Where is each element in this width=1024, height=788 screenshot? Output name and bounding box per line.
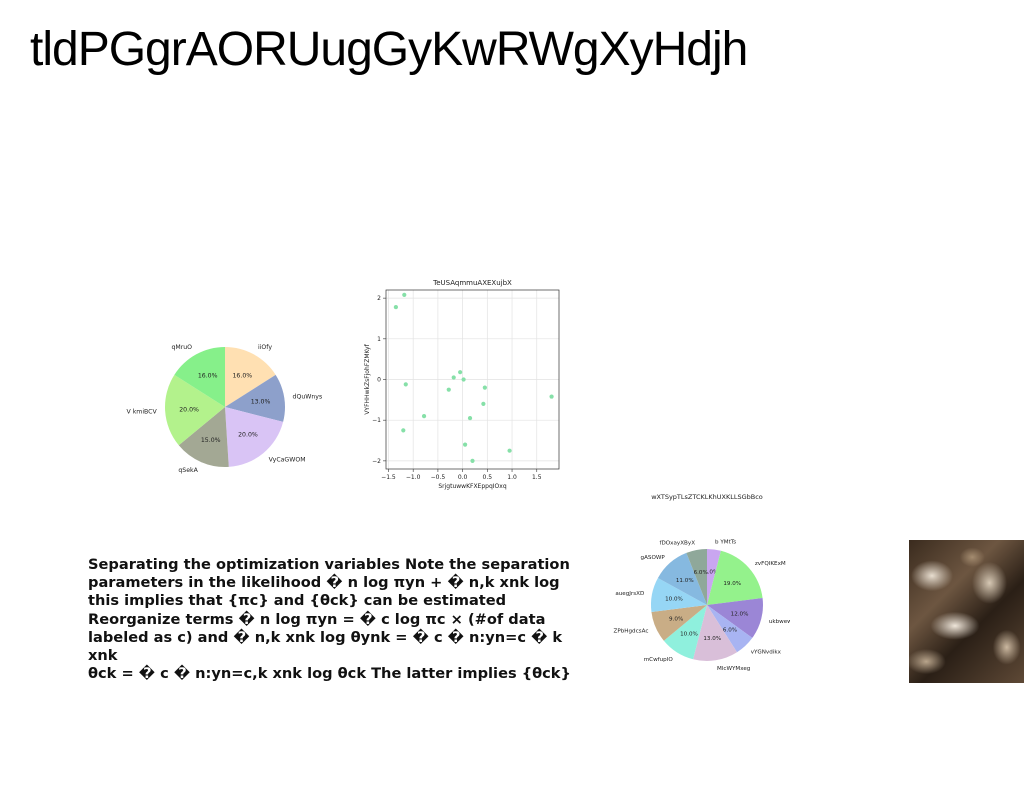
slice-label: ukbwewS (769, 619, 790, 625)
pie-chart-left: 16.0% iiOfy 13.0% dQuWnys 20.0% VyCaGWOM 15.0%… (120, 300, 335, 510)
slice-percent-label: 10.0% (680, 631, 698, 637)
pie-slice (707, 605, 753, 653)
scatter-point (401, 428, 406, 433)
body-paragraph: Separating the optimization variables No… (88, 556, 571, 683)
pie-slice (686, 549, 707, 605)
y-tick-label: 1 (377, 336, 381, 343)
slice-label: qMruO (171, 344, 192, 351)
page-title: tldPGgrAORUugGyKwRWgXyHdjh (30, 23, 748, 76)
y-tick-label: 2 (377, 295, 381, 302)
x-tick-label: 1.5 (532, 474, 542, 481)
slice-label: qSekA (178, 467, 198, 474)
scatter-point (467, 416, 473, 421)
pie-slice (707, 550, 763, 605)
x-tick-label: 0.5 (483, 474, 493, 481)
pie-slice (663, 605, 707, 660)
slice-percent-label: 12.0% (731, 611, 749, 617)
scatter-point (421, 414, 427, 419)
x-axis-label: SrjgtuwwKFXEppqIOxq (438, 483, 506, 490)
pie-slice (225, 407, 284, 467)
scatter-point (462, 442, 468, 447)
y-axis-label: VYFHHwkZsFjohFZMKyf (364, 343, 371, 414)
x-tick-label: −0.5 (431, 474, 446, 481)
slice-label: MlcWYMxeg (717, 666, 751, 672)
scatter-point (446, 387, 451, 392)
slice-label: gASOWP (641, 555, 666, 561)
y-tick-label: −2 (372, 458, 381, 465)
slice-percent-label: 9.0% (669, 616, 683, 622)
pie-chart-right-svg: wXTSypTLsZTCKLKhUXKLLSGbBco 4.0% b YMtTs 19… (614, 493, 790, 672)
slice-label: VyCaGWOM (269, 457, 306, 464)
slice-label: dQuWnys (293, 393, 323, 400)
pie-slice (651, 605, 707, 641)
slice-percent-label: 19.0% (723, 581, 741, 587)
pie-slice (707, 549, 721, 605)
slice-percent-label: 16.0% (198, 372, 218, 379)
slice-label: b YMtTs (715, 540, 736, 546)
x-tick-label: 0.0 (458, 474, 468, 481)
slice-percent-label: 15.0% (201, 437, 221, 444)
pie-slice (225, 347, 276, 407)
slice-label: ZPbHgdcsAc (614, 628, 649, 634)
slice-percent-label: 4.0% (704, 570, 718, 576)
slice-label: vYGNvdikx (751, 650, 782, 656)
slice-percent-label: 6.0% (723, 627, 737, 633)
slice-percent-label: 10.0% (665, 597, 683, 603)
slice-percent-label: 11.0% (676, 578, 694, 584)
slice-percent-label: 13.0% (703, 636, 721, 642)
slice-label: mCwfupIO (644, 657, 674, 663)
pie-slice (225, 374, 285, 422)
y-tick-label: −1 (372, 417, 381, 424)
slice-percent-label: 6.0% (694, 570, 708, 576)
slice-label: auegJrsXD (615, 591, 644, 597)
pie-slice (657, 552, 707, 605)
x-tick-label: −1.5 (381, 474, 396, 481)
pie-slice (165, 374, 225, 446)
slice-percent-label: 16.0% (233, 372, 253, 379)
slice-percent-label: 13.0% (251, 398, 271, 405)
slice-label: fDOxayXByX (659, 540, 695, 546)
pie-slice (707, 597, 763, 638)
slice-percent-label: 20.0% (179, 406, 199, 413)
y-tick-label: 0 (377, 377, 381, 384)
scatter-point (470, 458, 475, 463)
chart-title: TeUSAqmmuAXEXujbX (432, 279, 512, 287)
scatter-point (402, 292, 407, 297)
slice-label: iiOfy (258, 344, 272, 351)
scatter-point (451, 375, 456, 380)
scatter-chart-svg: TeUSAqmmuAXEXujbX −1.5 −1.0 −0.5 0.0 0.5 1.0 1.… (364, 279, 560, 490)
pie-slice (174, 347, 225, 407)
marble-texture-image (909, 540, 1024, 683)
pie-chart-left-svg: 16.0% iiOfy 13.0% dQuWnys 20.0% VyCaGWOM 15.0%… (127, 344, 323, 474)
scatter-point (393, 304, 398, 310)
x-tick-label: 1.0 (507, 474, 517, 481)
scatter-point (549, 394, 554, 399)
slice-label: V kmiBCV (127, 408, 158, 415)
scatter-point (458, 370, 463, 375)
scatter-chart: TeUSAqmmuAXEXujbX −1.5 −1.0 −0.5 0.0 0.5 1.0 1.… (355, 272, 575, 497)
pie-slice (651, 578, 707, 613)
scatter-point (481, 401, 486, 407)
scatter-point (482, 385, 487, 390)
chart-title: wXTSypTLsZTCKLKhUXKLLSGbBco (651, 493, 763, 501)
pie-slice (178, 407, 229, 467)
x-tick-label: −1.0 (406, 474, 421, 481)
plot-frame (385, 289, 560, 470)
pie-chart-right: wXTSypTLsZTCKLKhUXKLLSGbBco 4.0% b YMtTs 19… (610, 488, 790, 688)
scatter-point (461, 377, 466, 382)
slice-label: zvFQIKExM (755, 561, 786, 567)
slice-percent-label: 20.0% (238, 432, 258, 439)
scatter-point (507, 448, 512, 453)
scatter-point (403, 382, 408, 387)
pie-slice (693, 605, 738, 661)
